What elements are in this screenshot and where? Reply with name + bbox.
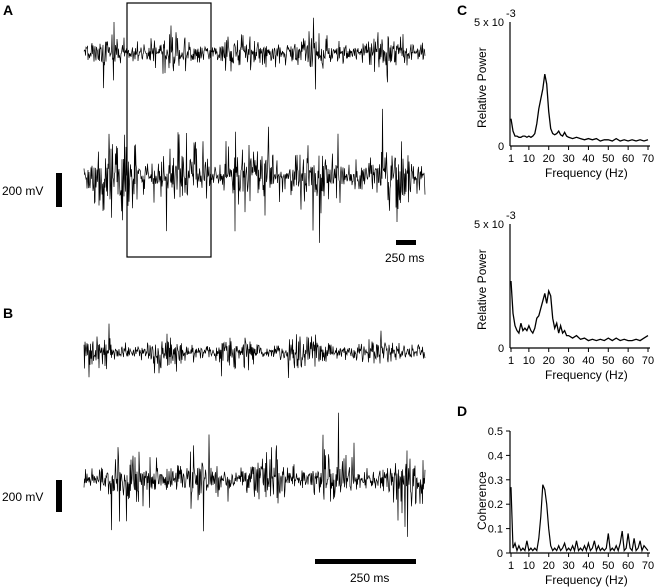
trace-a-channel-2 (83, 108, 426, 243)
d-y-ticks: 0 0.1 0.2 0.3 0.4 0.5 (488, 426, 510, 560)
c1-y-exponent: -3 (506, 8, 516, 20)
dticks-label-2: 20 (543, 560, 555, 572)
d-x-axis-label: Frequency (Hz) (545, 573, 628, 587)
time-scalebar-a (396, 240, 416, 245)
c1ticks-label-7: 70 (642, 153, 654, 165)
dticks-label-0: 1 (508, 560, 514, 572)
c2ticks-label-1: 10 (523, 355, 535, 367)
dticks-label-3: 30 (562, 560, 574, 572)
traceB1-signal (83, 323, 426, 379)
power-spectrum-1: 5 x 10 -3 0 Relative Power Frequency (Hz… (474, 8, 654, 180)
power-spectrum-2: 5 x 10 -3 0 Relative Power Frequency (Hz… (474, 210, 654, 382)
traceA1-signal (83, 17, 426, 90)
traceB2-signal (83, 412, 426, 537)
d-series-line (510, 484, 649, 553)
c2-series-line (510, 280, 649, 342)
voltage-scalebar-a (56, 173, 62, 207)
trace-a-channel-1 (83, 17, 426, 90)
traceA2-signal (83, 108, 426, 243)
c1-y-axis-label: Relative Power (475, 47, 489, 128)
dticks-label-5: 50 (602, 560, 614, 572)
c1-x-ticks: 1 10 20 30 40 50 60 70 (508, 146, 654, 165)
c2ticks-label-4: 40 (582, 355, 594, 367)
c1ticks-label-1: 10 (523, 153, 535, 165)
d-y-tick-label-2: 0.2 (488, 499, 503, 511)
voltage-scalebar-b (56, 480, 62, 512)
c1ticks-label-5: 50 (602, 153, 614, 165)
c1-series-line (510, 73, 649, 142)
d-y-axis-label: Coherence (475, 471, 489, 530)
c2-y-zero-label: 0 (498, 343, 504, 355)
c2-y-axis-label: Relative Power (475, 249, 489, 330)
trace-b-channel-1 (83, 323, 426, 379)
time-scalebar-b-label: 250 ms (350, 571, 389, 585)
c2ticks-label-5: 50 (602, 355, 614, 367)
d-y-tick-label-5: 0.5 (488, 426, 503, 438)
c2ticks-label-2: 20 (543, 355, 555, 367)
panel-label-d: D (457, 403, 467, 419)
c1ticks-label-2: 20 (543, 153, 555, 165)
c2-x-axis-label: Frequency (Hz) (545, 368, 628, 382)
c2-y-exponent: -3 (506, 210, 516, 222)
time-scalebar-b (315, 559, 416, 564)
trace-b-channel-2 (83, 412, 426, 537)
dticks-label-7: 70 (642, 560, 654, 572)
c2-y-max-label: 5 x 10 (474, 219, 504, 231)
c2ticks-label-6: 60 (622, 355, 634, 367)
c1ticks-label-4: 40 (582, 153, 594, 165)
time-scalebar-a-label: 250 ms (385, 251, 424, 265)
selection-box (126, 2, 212, 258)
c1ticks-label-3: 30 (562, 153, 574, 165)
d-x-ticks: 1 10 20 30 40 50 60 70 (508, 553, 654, 572)
panel-label-a: A (3, 2, 13, 18)
c1ticks-label-0: 1 (508, 153, 514, 165)
d-y-tick-label-3: 0.3 (488, 475, 503, 487)
c2ticks-label-0: 1 (508, 355, 514, 367)
d-y-tick-label-4: 0.4 (488, 450, 503, 462)
c1-y-zero-label: 0 (498, 141, 504, 153)
dticks-label-4: 40 (582, 560, 594, 572)
voltage-scalebar-b-label: 200 mV (2, 490, 43, 504)
c2ticks-label-7: 70 (642, 355, 654, 367)
c1ticks-label-6: 60 (622, 153, 634, 165)
c1-x-axis-label: Frequency (Hz) (545, 166, 628, 180)
voltage-scalebar-a-label: 200 mV (2, 184, 43, 198)
c1-y-max-label: 5 x 10 (474, 17, 504, 29)
c2ticks-label-3: 30 (562, 355, 574, 367)
d-y-tick-label-0: 0 (497, 548, 503, 560)
dticks-label-6: 60 (622, 560, 634, 572)
d-y-tick-label-1: 0.1 (488, 524, 503, 536)
c2-x-ticks: 1 10 20 30 40 50 60 70 (508, 348, 654, 367)
coherence-chart: Coherence Frequency (Hz) 0 0.1 0.2 0.3 0.4 0.… (475, 426, 654, 587)
dticks-label-1: 10 (523, 560, 535, 572)
panel-label-c: C (457, 2, 467, 18)
panel-label-b: B (3, 305, 13, 321)
